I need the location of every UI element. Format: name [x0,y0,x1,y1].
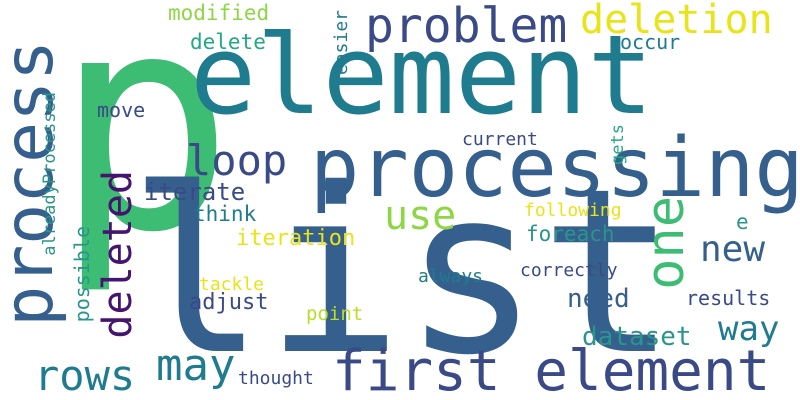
word-use: use [384,193,457,239]
word-way: way [718,309,780,349]
word-deletion: deletion [580,0,773,43]
word-iteration: iteration [236,226,356,251]
word-delete: delete [190,30,266,54]
word-p: p [54,0,235,298]
word-thought: thought [238,368,314,389]
word-element: element [190,11,654,139]
word-one: one [636,196,696,290]
word-point: point [306,303,364,325]
word-processing: processing [310,121,800,216]
word-e: e [736,210,749,234]
word-current: current [462,129,538,150]
word-easier: easier [331,10,352,76]
word-move: move [97,98,146,122]
word-tackle: tackle [199,274,265,295]
word-occur: occur [620,30,681,54]
word-first-element: first element [332,339,771,400]
word-foreach: foreach [526,222,615,246]
word-alreadyprocessed: alreadyProcessed [40,92,60,256]
word-following: following [524,200,622,221]
word-think: think [193,202,257,226]
word-modified: modified [168,1,270,25]
word-rows: rows [34,351,136,400]
word-list: list [128,139,678,400]
word-adjust: adjust [189,290,269,315]
word-always: always [418,266,484,287]
word-possible: possible [70,226,94,323]
word-may: may [156,340,236,391]
word-dataset: dataset [582,322,692,352]
word-need: need [567,284,630,314]
word-iterate: iterate [144,178,246,206]
word-problem: problem [365,0,568,54]
word-new: new [700,229,766,270]
word-results: results [686,286,771,310]
word-loop: loop [186,136,288,185]
word-gets: gets [608,124,628,165]
word-correctly: correctly [520,260,618,281]
word-deleted: deleted [95,170,141,339]
